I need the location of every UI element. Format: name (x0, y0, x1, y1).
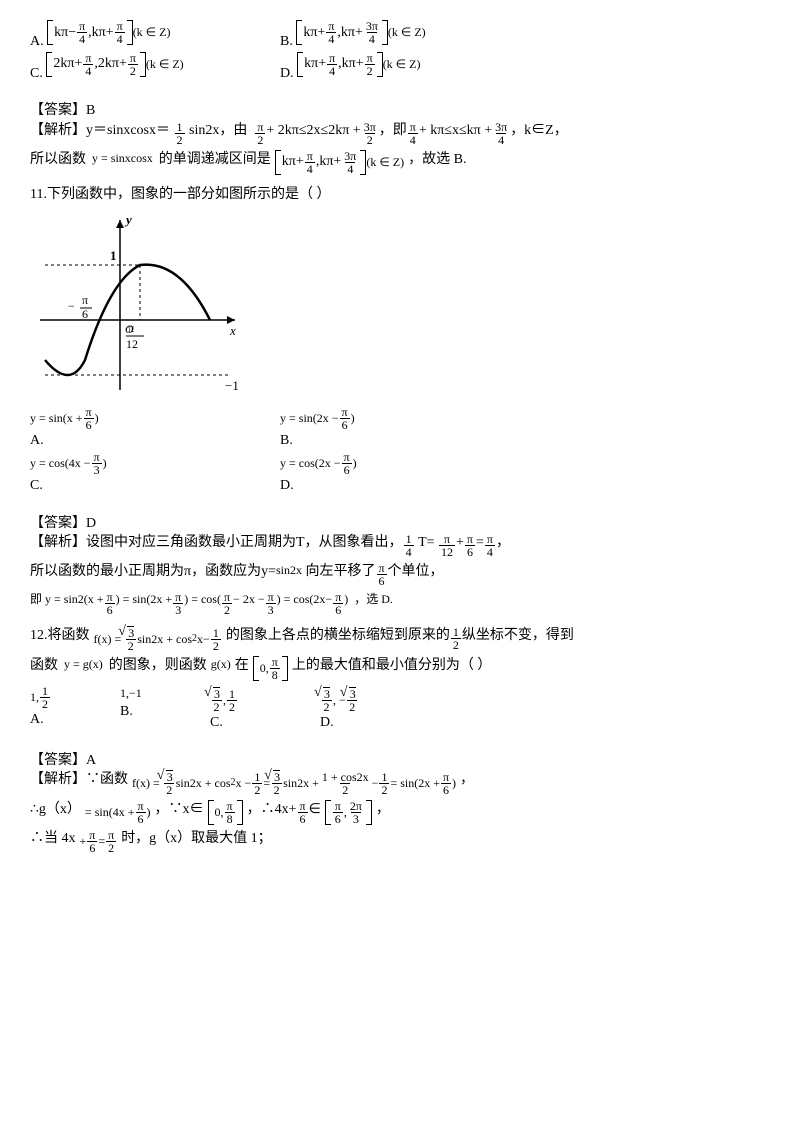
q11-optA-label: A. (30, 431, 280, 451)
q11-stem: 11.下列函数中，图象的一部分如图所示的是（ ） (30, 185, 770, 205)
q10-analysis-line1: 【解析】 y＝sinxcosx＝ 12 sin2x，由 π2 + 2kπ≤2x≤… (30, 121, 770, 146)
q10-optD-label: D. (280, 66, 294, 81)
q11-options-row1: y = sin(x + π6 ) A. y = sin(2x − π6 ) B. (30, 406, 770, 451)
q11-optC-label: C. (30, 476, 280, 496)
q10-answer: 【答案】B (30, 101, 770, 121)
q11-optB-label: B. (280, 431, 355, 451)
q10-optC-label: C. (30, 66, 43, 81)
q11-graph: 1 O x y −1 − π 6 π 12 (30, 210, 250, 400)
q10-analysis-line2: 所以函数 y = sinxcosx 的单调递减区间是 kπ+ π4 ,kπ+ 3… (30, 150, 770, 175)
q11-analysis-line3: 即 y = sin2(x + π6 ) = sin(2x + π3 ) = co… (30, 591, 770, 616)
q12-answer: 【答案】A (30, 751, 770, 771)
q11-optD-label: D. (280, 476, 357, 496)
svg-text:−1: −1 (225, 378, 239, 393)
q10-optC-expr: 2kπ+ π4 ,2kπ+ π2 (k ∈ Z) (46, 52, 183, 77)
q10-optB-label: B. (280, 34, 293, 49)
svg-text:−: − (68, 299, 75, 313)
q11-answer: 【答案】D (30, 514, 770, 534)
q11-analysis-line1: 【解析】 设图中对应三角函数最小正周期为T，从图象看出， 14 T= π12 +… (30, 533, 770, 558)
q12-analysis-line1: 【解析】 ∵函数 f(x) = 32 sin2x + cos2 x − 12 =… (30, 770, 770, 796)
q12-stem-line1: 12.将函数 f(x) = 32 sin2x + cos2 x− 12 的图象上… (30, 626, 770, 652)
q10-optA-label: A. (30, 34, 44, 49)
svg-text:6: 6 (82, 307, 88, 321)
q11-analysis-line2: 所以函数的最小正周期为π，函数应为y= sin2x 向左平移了 π6 个单位， (30, 562, 770, 587)
q12-options: 1, 12 A. 1,−1 B. 32 , 12 C. 32 , − 32 D. (30, 685, 770, 733)
q10-options-row1: A. kπ− π4 ,kπ+ π4 (k ∈ Z) B. kπ+ π4 ,kπ+… (30, 20, 770, 52)
q11-options-row2: y = cos(4x − π3 ) C. y = cos(2x − π6 ) D… (30, 451, 770, 496)
svg-text:12: 12 (126, 337, 138, 351)
q10-optB-expr: kπ+ π4 ,kπ+ 3π4 (k ∈ Z) (296, 20, 425, 45)
svg-text:1: 1 (110, 248, 117, 263)
q12-stem-line2: 函数 y = g(x) 的图象，则函数 g(x) 在 0, π8 上的最大值和最… (30, 656, 770, 681)
svg-text:π: π (128, 321, 134, 335)
svg-text:π: π (82, 293, 88, 307)
svg-text:x: x (229, 323, 236, 338)
q12-analysis-line2: ∴g（x） = sin(4x + π6 ) ，∵x∈ 0, π8 ，∴4x + … (30, 800, 770, 825)
q10-options-row2: C. 2kπ+ π4 ,2kπ+ π2 (k ∈ Z) D. kπ+ π4 ,k… (30, 52, 770, 84)
q10-optA-expr: kπ− π4 ,kπ+ π4 (k ∈ Z) (47, 20, 170, 45)
svg-text:y: y (124, 212, 132, 227)
q10-optD-expr: kπ+ π4 ,kπ+ π2 (k ∈ Z) (297, 52, 420, 77)
q12-analysis-line3: ∴当 4x +π6 = π2 时，g（x）取最大值 1； (30, 829, 770, 854)
